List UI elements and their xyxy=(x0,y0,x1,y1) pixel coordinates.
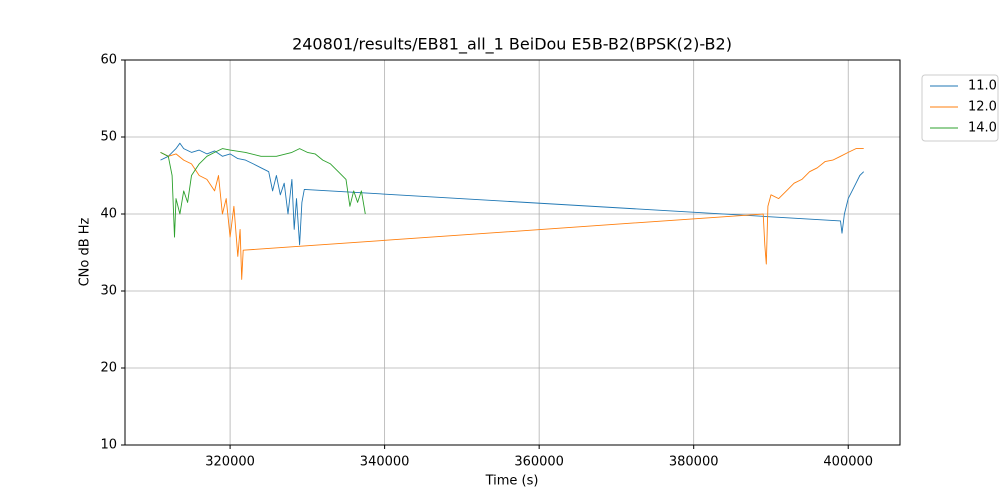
legend-label: 12.0 xyxy=(968,100,997,115)
legend-box xyxy=(921,74,999,142)
x-tick-label: 320000 xyxy=(205,455,255,470)
y-tick-label: 10 xyxy=(100,438,117,453)
y-tick-label: 30 xyxy=(100,284,117,299)
y-tick-label: 50 xyxy=(100,130,117,145)
x-tick-label: 360000 xyxy=(514,455,564,470)
line-series xyxy=(160,142,865,246)
y-axis-label: CNo dB Hz xyxy=(78,217,93,286)
x-tick-label: 380000 xyxy=(669,455,719,470)
legend-label: 14.0 xyxy=(968,121,997,136)
y-tick-label: 20 xyxy=(100,361,117,376)
chart-title: 240801/results/EB81_all_1 BeiDou E5B-B2(… xyxy=(292,35,732,55)
line-series xyxy=(160,148,864,280)
plot-frame xyxy=(124,59,901,446)
x-tick-label: 340000 xyxy=(360,455,410,470)
x-axis-label: Time (s) xyxy=(485,474,539,489)
y-tick-label: 40 xyxy=(100,207,117,222)
y-tick-label: 60 xyxy=(100,53,117,68)
line-series xyxy=(160,148,366,238)
x-tick-label: 400000 xyxy=(823,455,873,470)
legend-label: 11.0 xyxy=(968,79,997,94)
